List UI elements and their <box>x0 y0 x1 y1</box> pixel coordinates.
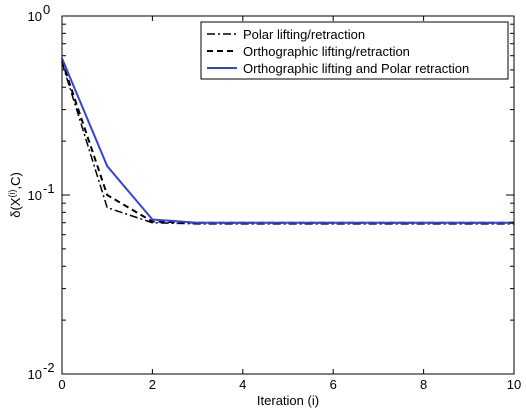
y-tick-label: 10 <box>28 9 42 24</box>
series-line-3 <box>61 57 514 224</box>
legend-label-2: Orthographic lifting/retraction <box>243 44 410 59</box>
legend-label-3: Orthographic lifting and Polar retractio… <box>243 61 469 76</box>
y-axis-title-superscript: (i) <box>7 190 17 198</box>
y-tick-label: 10 <box>28 367 42 382</box>
y-tick-label: 10 <box>28 188 42 203</box>
y-tick-label-exponent: 0 <box>43 2 50 17</box>
x-tick-label: 10 <box>507 377 521 392</box>
y-axis-title-main: δ(X <box>8 197 23 218</box>
legend-label-1: Polar lifting/retraction <box>243 27 365 42</box>
x-tick-label: 6 <box>330 377 337 392</box>
x-tick-label: 0 <box>58 377 65 392</box>
x-axis-title: Iteration (i) <box>257 393 319 408</box>
y-tick-label-exponent: -2 <box>43 360 55 375</box>
legend: Polar lifting/retraction Orthographic lif… <box>200 21 509 80</box>
y-axis-title: δ(X(i),C) <box>7 172 23 218</box>
y-axis-title-end: ,C) <box>8 172 23 189</box>
series-layer <box>61 57 514 225</box>
series-line-1 <box>61 62 514 225</box>
x-tick-label: 2 <box>149 377 156 392</box>
x-tick-label: 8 <box>420 377 427 392</box>
legend-box <box>200 21 509 80</box>
y-tick-label-exponent: -1 <box>43 181 55 196</box>
x-tick-label: 4 <box>239 377 246 392</box>
plot-frame <box>61 15 515 375</box>
